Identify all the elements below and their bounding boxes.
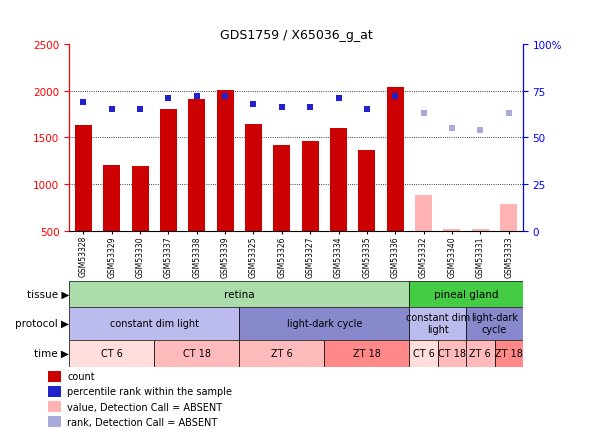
Bar — [415, 196, 432, 231]
Bar — [409, 307, 466, 340]
Text: CT 6: CT 6 — [413, 349, 435, 358]
Bar — [466, 307, 523, 340]
Text: CT 6: CT 6 — [101, 349, 123, 358]
Bar — [302, 142, 319, 231]
Text: rank, Detection Call = ABSENT: rank, Detection Call = ABSENT — [67, 417, 218, 427]
Bar — [239, 307, 409, 340]
Bar — [132, 167, 148, 231]
Point — [163, 95, 173, 102]
Text: constant dim light: constant dim light — [110, 319, 199, 329]
Point — [192, 93, 201, 100]
Text: protocol ▶: protocol ▶ — [15, 319, 69, 329]
Bar — [500, 204, 517, 231]
Bar — [472, 230, 489, 231]
Bar — [409, 340, 438, 367]
Point — [447, 125, 457, 132]
Bar — [495, 340, 523, 367]
Bar — [160, 110, 177, 231]
Bar — [48, 401, 61, 412]
Text: ZT 6: ZT 6 — [469, 349, 491, 358]
Bar — [216, 90, 234, 231]
Text: light-dark
cycle: light-dark cycle — [471, 313, 518, 334]
Point — [475, 127, 485, 134]
Text: retina: retina — [224, 289, 255, 299]
Bar — [69, 307, 239, 340]
Point — [504, 110, 513, 117]
Point — [135, 106, 145, 113]
Bar — [387, 88, 404, 231]
Bar — [273, 145, 290, 231]
Bar — [69, 340, 154, 367]
Bar — [48, 416, 61, 427]
Text: CT 18: CT 18 — [438, 349, 466, 358]
Bar — [466, 340, 495, 367]
Bar — [358, 151, 376, 231]
Bar — [444, 230, 460, 231]
Bar — [154, 340, 239, 367]
Bar — [103, 166, 120, 231]
Text: ZT 18: ZT 18 — [495, 349, 523, 358]
Text: constant dim
light: constant dim light — [406, 313, 470, 334]
Bar — [75, 126, 92, 231]
Text: count: count — [67, 372, 95, 381]
Title: GDS1759 / X65036_g_at: GDS1759 / X65036_g_at — [219, 29, 373, 42]
Bar — [330, 129, 347, 231]
Bar — [245, 125, 262, 231]
Point — [277, 105, 287, 112]
Bar — [409, 281, 523, 307]
Bar — [69, 281, 409, 307]
Point — [249, 101, 258, 108]
Text: ZT 6: ZT 6 — [271, 349, 293, 358]
Text: value, Detection Call = ABSENT: value, Detection Call = ABSENT — [67, 402, 222, 411]
Point — [334, 95, 343, 102]
Text: percentile rank within the sample: percentile rank within the sample — [67, 387, 233, 397]
Point — [107, 106, 117, 113]
Bar — [438, 340, 466, 367]
Point — [305, 105, 315, 112]
Text: tissue ▶: tissue ▶ — [26, 289, 69, 299]
Point — [419, 110, 429, 117]
Point — [79, 99, 88, 106]
Point — [362, 106, 371, 113]
Text: ZT 18: ZT 18 — [353, 349, 381, 358]
Point — [391, 93, 400, 100]
Text: light-dark cycle: light-dark cycle — [287, 319, 362, 329]
Bar — [239, 340, 325, 367]
Text: CT 18: CT 18 — [183, 349, 211, 358]
Bar — [325, 340, 409, 367]
Bar — [48, 371, 61, 382]
Text: time ▶: time ▶ — [34, 349, 69, 358]
Text: pineal gland: pineal gland — [434, 289, 498, 299]
Point — [221, 93, 230, 100]
Bar — [188, 100, 206, 231]
Bar — [48, 386, 61, 397]
